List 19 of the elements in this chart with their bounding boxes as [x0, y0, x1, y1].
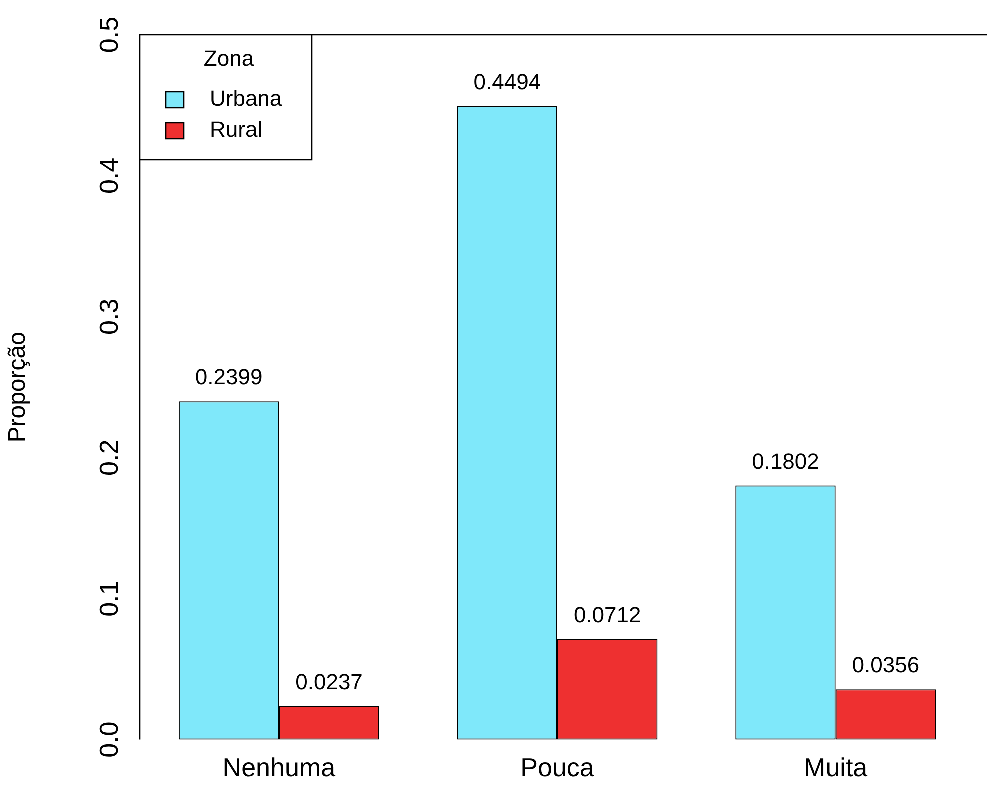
- y-tick-label: 0.2: [94, 440, 124, 476]
- data-label: 0.2399: [195, 364, 263, 390]
- data-label: 0.4494: [474, 69, 542, 94]
- y-tick-label: 0.4: [94, 158, 124, 194]
- y-tick-label: 0.5: [94, 16, 124, 54]
- y-tick-label: 0.3: [94, 298, 124, 335]
- y-tick-label: 0.1: [94, 580, 124, 617]
- data-label: 0.0356: [852, 652, 920, 678]
- y-tick-label: 0.0: [94, 722, 124, 758]
- x-tick-label: Pouca: [520, 752, 595, 783]
- data-label: 0.0237: [296, 669, 363, 694]
- data-label: 0.1802: [752, 448, 820, 474]
- legend-label: Rural: [210, 117, 263, 142]
- legend-title: Zona: [204, 46, 255, 72]
- x-tick-label: Muita: [804, 752, 868, 783]
- data-label: 0.0712: [574, 602, 642, 628]
- legend-label: Urbana: [210, 86, 283, 112]
- y-axis-title: Proporção: [4, 332, 32, 443]
- x-tick-label: Nenhuma: [222, 752, 336, 783]
